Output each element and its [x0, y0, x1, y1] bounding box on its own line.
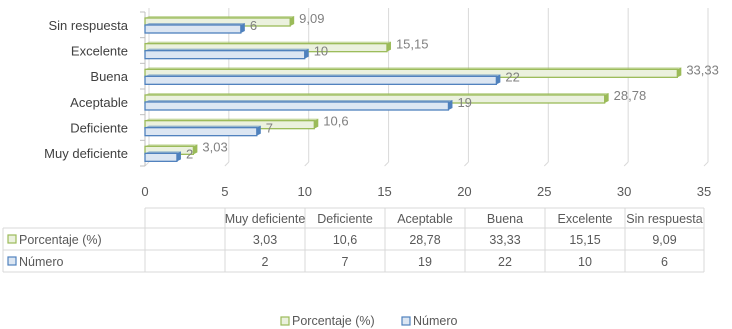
x-tick-label: 35	[697, 184, 711, 199]
gridline-floor	[384, 161, 389, 167]
table-cell: 9,09	[652, 233, 676, 247]
data-label: 6	[250, 18, 257, 33]
table-cell: 3,03	[253, 233, 277, 247]
category-axis	[140, 11, 146, 167]
bar-front-face	[144, 50, 306, 60]
table-header: Deficiente	[317, 212, 373, 226]
bar-side-face	[176, 151, 181, 162]
bar-series	[144, 16, 682, 162]
x-tick-label: 5	[221, 184, 228, 199]
table-cell: 19	[418, 255, 432, 269]
bar-side-face	[604, 93, 609, 103]
legend: Porcentaje (%) Número	[280, 314, 458, 328]
table-cell: 10,6	[333, 233, 357, 247]
table-row-label: Número	[19, 255, 64, 269]
x-tick-label: 15	[377, 184, 391, 199]
table-cell: 15,15	[569, 233, 600, 247]
table-legend-key	[7, 234, 17, 244]
table-cell: 7	[342, 255, 349, 269]
bar-front-face	[144, 24, 242, 34]
x-tick-label: 20	[457, 184, 471, 199]
data-label: 28,78	[614, 88, 647, 103]
x-tick-label: 30	[617, 184, 631, 199]
bar-front-face	[144, 75, 498, 85]
vertical-gridlines	[144, 8, 709, 167]
data-label: 15,15	[396, 37, 429, 52]
table-header: Muy deficiente	[225, 212, 306, 226]
gridline-floor	[703, 161, 709, 167]
data-label: 7	[266, 121, 273, 136]
data-label: 33,33	[686, 62, 719, 77]
bar	[144, 93, 609, 104]
data-label: 10,6	[323, 114, 348, 129]
bar-front-face	[144, 152, 178, 162]
table-cell: 33,33	[489, 233, 520, 247]
table-cell: 28,78	[409, 233, 440, 247]
x-tick-label: 25	[537, 184, 551, 199]
table-cell: 6	[661, 255, 668, 269]
bar-side-face	[193, 144, 198, 155]
bar-side-face	[677, 67, 682, 78]
category-label: Aceptable	[70, 95, 128, 110]
table-header: Sin respuesta	[626, 212, 702, 226]
bar-side-face	[256, 125, 261, 136]
table-cell: 2	[262, 255, 269, 269]
bar	[144, 151, 181, 162]
bar	[144, 23, 245, 34]
data-label: 19	[457, 95, 471, 110]
data-table: Muy deficiente 3,03 2 Deficiente 10,6 7 Acepta…	[2, 207, 705, 273]
data-label: 10	[314, 44, 328, 59]
table-legend-key	[7, 256, 17, 266]
category-label: Sin respuesta	[49, 18, 129, 33]
bar-side-face	[304, 48, 309, 59]
bar-side-face	[240, 23, 245, 33]
bar-front-face	[144, 101, 450, 111]
category-label: Deficiente	[70, 121, 128, 136]
bar-side-face	[448, 100, 453, 110]
gridline-floor	[623, 161, 629, 167]
table-cell: 22	[498, 255, 512, 269]
legend-label: Porcentaje (%)	[292, 314, 375, 328]
data-label: 2	[186, 146, 193, 161]
x-tick-label: 0	[141, 184, 148, 199]
category-labels: Muy deficiente Deficiente Aceptable Buena Ex…	[44, 18, 129, 161]
bar	[144, 125, 261, 137]
bar-side-face	[496, 74, 501, 85]
gridline-floor	[144, 161, 150, 167]
gridline-floor	[304, 161, 310, 167]
gridline-floor	[464, 161, 469, 167]
data-labels: 3,03 2 10,6 7 28,78 19 33,33 22 15,15 10 9,09 6	[186, 11, 719, 161]
legend-key	[401, 316, 411, 326]
x-tick-label: 10	[297, 184, 311, 199]
table-header: Excelente	[558, 212, 613, 226]
data-label: 22	[505, 69, 519, 84]
bar-front-face	[144, 127, 258, 137]
bar	[144, 74, 501, 85]
table-row-label: Porcentaje (%)	[19, 233, 102, 247]
data-label: 3,03	[202, 139, 227, 154]
category-label: Buena	[90, 69, 128, 84]
bar	[144, 48, 309, 60]
data-label: 9,09	[299, 11, 324, 26]
category-label: Excelente	[71, 44, 128, 59]
table-header: Aceptable	[397, 212, 453, 226]
table-header: Buena	[487, 212, 523, 226]
bar-side-face	[386, 41, 391, 52]
table-cell: 10	[578, 255, 592, 269]
category-label: Muy deficiente	[44, 146, 128, 161]
legend-key	[280, 316, 290, 326]
bar	[144, 100, 453, 111]
bar-side-face	[314, 118, 319, 129]
legend-label: Número	[413, 314, 458, 328]
bar-side-face	[290, 16, 295, 26]
value-axis-tick-labels: 0 5 10 15 20 25 30 35	[141, 184, 711, 199]
gridline-floor	[224, 161, 230, 167]
gridline-floor	[543, 161, 549, 167]
